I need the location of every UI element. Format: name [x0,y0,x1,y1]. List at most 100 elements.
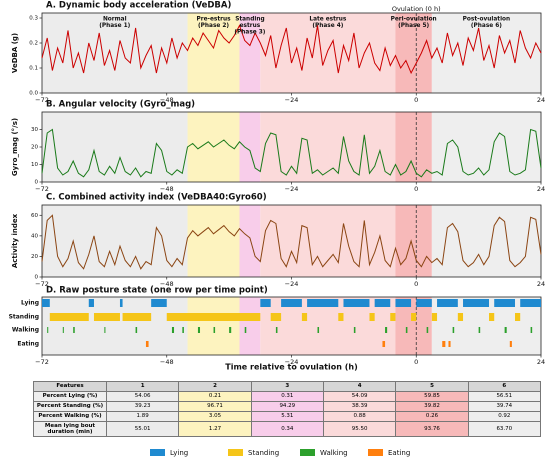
posture-segment [437,299,458,307]
x-tick-label: −72 [35,280,49,288]
data-line [41,128,542,178]
y-tick-label: 0 [35,275,39,281]
y-tick-label: 0.2 [29,41,38,47]
table-cell: 5.31 [250,411,324,422]
table-cell: Mean lying bout duration (min) [33,421,107,437]
phase-band [42,205,188,277]
posture-segment [374,299,391,307]
phase-label: (Phase 1) [99,23,130,29]
x-tick-label: −48 [160,185,174,193]
phase-band [395,205,432,277]
posture-segment [281,299,302,307]
table-row: Percent Lying (%) 54.06 0.21 0.31 54.09 59.85… [33,391,542,402]
posture-segment [494,299,516,307]
x-tick-label: 24 [537,96,545,104]
table-row: Mean lying bout duration (min) 55.01 1.27 0… [33,421,542,437]
phase-label: Normal [103,17,127,23]
posture-segment [62,327,64,333]
posture-segment [119,299,123,307]
x-tick-label: 0 [414,280,418,288]
row-label: Eating [17,341,39,348]
header-cell: 4 [322,381,397,392]
x-tick-label: −48 [160,280,174,288]
phase-band [260,13,396,93]
table-cell: 0.21 [178,391,252,402]
phase-label: Late estrus [309,17,346,23]
posture-segment [530,327,533,333]
legend-swatch [228,449,243,456]
y-tick-label: 10 [31,162,38,168]
data-line [41,24,542,75]
x-tick-label: 24 [537,185,545,193]
y-tick-label: 0.1 [29,66,38,72]
row-label: Lying [21,300,39,307]
ovulation-label: Ovulation (0 h) [392,5,441,13]
table-cell: 63.70 [467,421,542,437]
phase-band [260,205,396,277]
posture-segment [151,299,167,307]
table-row: Percent Walking (%) 1.89 3.05 5.31 0.88 0.26 0… [33,411,542,422]
posture-segment [47,327,49,333]
posture-segment [104,327,106,333]
table-cell: 1.89 [105,411,180,422]
table-cell: 39.74 [467,401,542,412]
table-cell: 39.23 [105,401,180,412]
legend-swatch [300,449,315,456]
phase-band [187,13,240,93]
posture-segment [182,327,184,333]
x-tick-label: −72 [35,96,49,104]
phase-label: (Phase 4) [312,23,343,29]
posture-segment [504,327,507,333]
posture-segment [478,327,481,333]
posture-segment [122,313,152,321]
posture-segment [411,313,417,321]
panel-title: D. Raw posture state (one row per time p… [46,286,268,296]
data-line [41,214,542,270]
x-tick-label: 24 [537,358,545,366]
phase-label: Pre-estrus [197,17,232,23]
phase-band [239,205,261,277]
x-tick-label: −72 [35,358,49,366]
header-row: Features 1 2 3 4 5 6 [33,381,542,392]
posture-segment [42,299,50,307]
header-cell: 1 [105,381,180,392]
phase-label: (Phase 3) [234,30,265,36]
posture-segment [229,327,232,333]
y-tick-label: 60 [31,213,38,219]
legend-label: Walking [320,449,348,457]
phase-band [187,297,240,355]
posture-segment [416,299,432,307]
row-label: Walking [12,327,39,334]
posture-segment [509,341,512,347]
y-tick-label: 0.0 [29,91,38,97]
posture-segment [369,313,375,321]
y-tick-label: 20 [31,254,38,260]
posture-segment [452,327,455,333]
panel-title: C. Combined activity index (VeDBA40:Gyro… [46,193,267,203]
table-cell: 55.01 [105,421,180,437]
x-tick-label: −24 [285,185,299,193]
posture-segment [73,327,75,333]
header-cell: 6 [467,381,542,392]
posture-segment [270,313,282,321]
posture-segment [244,327,247,333]
phase-band [239,297,261,355]
table-cell: 95.50 [322,421,397,437]
table-cell: 0.88 [322,411,397,422]
posture-segment [520,299,541,307]
posture-segment [301,313,308,321]
posture-segment [343,299,370,307]
phase-label: (Phase 2) [198,23,229,29]
table-cell: 0.31 [250,391,324,402]
x-tick-label: 0 [414,358,418,366]
phase-band [431,112,541,182]
posture-segment [135,327,138,333]
phase-label: Peri-ovulation [391,17,437,23]
phase-band [395,112,432,182]
table-cell: 0.26 [395,411,469,422]
phase-band [260,112,396,182]
phase-band [431,205,541,277]
x-tick-label: −48 [160,96,174,104]
table-row: Percent Standing (%) 39.23 96.71 94.29 38.39… [33,401,542,412]
posture-segment [405,327,408,333]
